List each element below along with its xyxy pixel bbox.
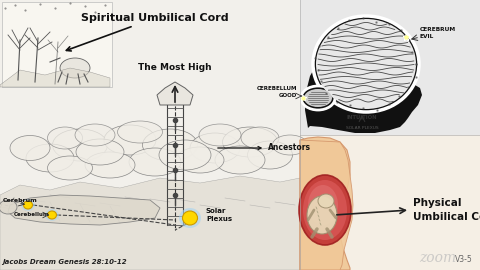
Ellipse shape	[26, 144, 74, 172]
FancyBboxPatch shape	[300, 0, 480, 135]
Text: Spiritual Umbilical Cord: Spiritual Umbilical Cord	[66, 13, 229, 51]
Ellipse shape	[182, 211, 197, 225]
Text: zoom: zoom	[420, 251, 456, 265]
Ellipse shape	[118, 121, 163, 143]
Polygon shape	[8, 195, 160, 225]
Ellipse shape	[303, 180, 347, 240]
Ellipse shape	[45, 209, 59, 221]
Text: V3-5: V3-5	[455, 255, 473, 264]
Ellipse shape	[104, 125, 156, 155]
Ellipse shape	[52, 129, 108, 161]
Ellipse shape	[48, 156, 93, 180]
FancyBboxPatch shape	[2, 2, 112, 87]
Ellipse shape	[304, 89, 332, 107]
Text: SOLAR PLEXUS: SOLAR PLEXUS	[346, 126, 378, 130]
Polygon shape	[157, 82, 193, 105]
Ellipse shape	[299, 175, 351, 245]
Text: CEREBELLUM
GOOD: CEREBELLUM GOOD	[256, 86, 297, 97]
Ellipse shape	[301, 86, 335, 110]
Polygon shape	[300, 137, 350, 270]
Ellipse shape	[10, 136, 50, 160]
Ellipse shape	[21, 199, 35, 211]
Ellipse shape	[241, 127, 279, 149]
Ellipse shape	[48, 211, 57, 219]
Ellipse shape	[159, 140, 211, 170]
Ellipse shape	[143, 129, 197, 161]
Polygon shape	[0, 68, 110, 87]
Text: Cerebrum: Cerebrum	[3, 198, 38, 204]
FancyBboxPatch shape	[300, 135, 480, 270]
Text: Ancestors: Ancestors	[218, 143, 311, 153]
Ellipse shape	[75, 124, 115, 146]
Text: Physical
Umbilical Cord: Physical Umbilical Cord	[413, 198, 480, 222]
Text: CEREBRUM
EVIL: CEREBRUM EVIL	[420, 27, 456, 39]
FancyBboxPatch shape	[0, 0, 300, 270]
Polygon shape	[300, 140, 353, 270]
Ellipse shape	[60, 58, 90, 78]
Ellipse shape	[199, 124, 241, 146]
Text: Jacobs Dream Genesis 28:10-12: Jacobs Dream Genesis 28:10-12	[2, 259, 127, 265]
Ellipse shape	[316, 19, 416, 109]
Text: INTUITION: INTUITION	[347, 115, 377, 120]
Ellipse shape	[48, 127, 83, 149]
Text: Solar
Plexus: Solar Plexus	[206, 208, 232, 222]
Ellipse shape	[76, 139, 124, 165]
Ellipse shape	[307, 196, 337, 234]
Text: The Most High: The Most High	[138, 63, 212, 72]
Ellipse shape	[273, 135, 308, 155]
Ellipse shape	[179, 208, 201, 228]
Ellipse shape	[0, 200, 17, 214]
Text: Cerebellum: Cerebellum	[14, 212, 49, 218]
Ellipse shape	[215, 146, 265, 174]
Ellipse shape	[85, 152, 135, 178]
Ellipse shape	[129, 148, 181, 176]
Ellipse shape	[318, 194, 334, 208]
Ellipse shape	[176, 147, 224, 173]
Ellipse shape	[308, 185, 338, 225]
Ellipse shape	[223, 127, 277, 157]
Ellipse shape	[24, 201, 33, 209]
Ellipse shape	[248, 141, 292, 169]
Ellipse shape	[313, 16, 419, 112]
Ellipse shape	[190, 133, 240, 163]
Polygon shape	[305, 31, 422, 133]
Polygon shape	[0, 176, 300, 270]
